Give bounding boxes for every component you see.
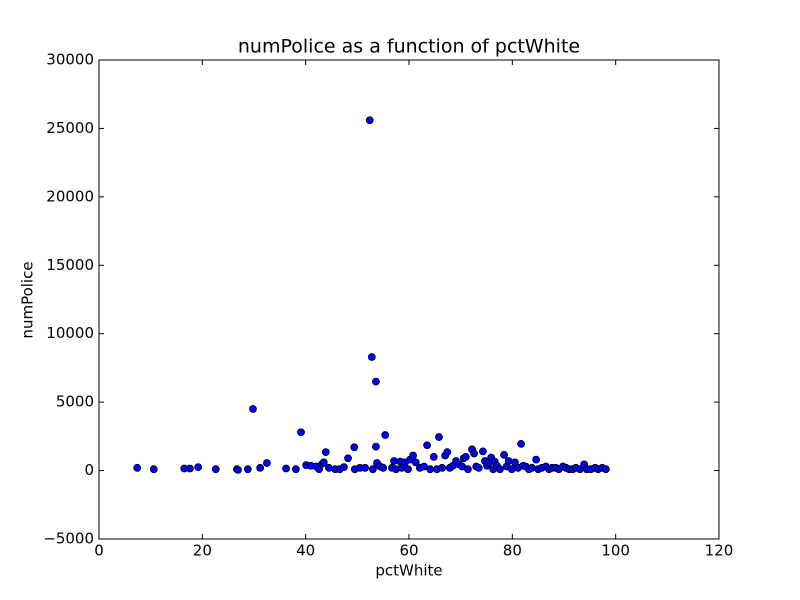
chart-title: numPolice as a function of pctWhite [238, 36, 580, 58]
point [149, 465, 158, 474]
point [319, 458, 328, 467]
point [372, 377, 380, 386]
y-tick-label: 25000 [46, 119, 94, 137]
point [339, 463, 348, 472]
point [496, 465, 504, 474]
point [211, 465, 220, 474]
point [438, 463, 446, 472]
point [263, 459, 271, 467]
point [368, 465, 377, 474]
x-tick-label: 100 [601, 542, 630, 560]
x-tick-label: 20 [193, 542, 212, 560]
point [282, 464, 290, 473]
y-axis-label: numPolice [19, 261, 37, 338]
x-tick-label: 80 [503, 542, 522, 560]
point [478, 447, 487, 456]
point [367, 353, 376, 361]
point [381, 431, 390, 439]
point [297, 428, 305, 437]
point [344, 454, 352, 463]
point [350, 443, 359, 452]
point [243, 465, 252, 474]
point [443, 448, 452, 456]
point [532, 455, 540, 464]
y-tick-label: 10000 [46, 324, 94, 342]
point [461, 452, 470, 461]
point [504, 457, 513, 465]
point [404, 465, 412, 474]
x-tick-label: 120 [705, 542, 734, 560]
x-tick-label: 0 [94, 542, 104, 560]
point [474, 463, 483, 472]
point [500, 450, 508, 459]
point [463, 465, 472, 474]
y-tick-label: 20000 [46, 187, 94, 205]
point [365, 116, 374, 125]
point [361, 463, 369, 472]
y-tick-label: 0 [84, 461, 94, 479]
point [517, 439, 526, 448]
y-tick-label: −5000 [43, 530, 94, 548]
point [186, 464, 194, 473]
point [325, 463, 333, 472]
plot-frame [98, 59, 720, 540]
point [470, 449, 479, 458]
y-tick-label: 30000 [46, 51, 94, 69]
point [291, 465, 300, 474]
point [249, 405, 257, 413]
point [528, 463, 536, 472]
point [256, 463, 265, 472]
y-tick-label: 5000 [56, 393, 94, 411]
point [423, 441, 431, 450]
point [435, 433, 443, 441]
point [601, 465, 610, 474]
point [133, 463, 142, 472]
point [194, 463, 203, 472]
x-axis-label: pctWhite [375, 562, 442, 580]
point [372, 442, 380, 451]
point [234, 465, 242, 474]
y-tick-label: 15000 [46, 256, 94, 274]
point [429, 452, 438, 461]
point [379, 463, 388, 472]
point [507, 465, 516, 474]
point [409, 451, 418, 460]
x-tick-label: 60 [399, 542, 418, 560]
point [411, 458, 420, 467]
x-tick-label: 40 [296, 542, 315, 560]
point [426, 465, 435, 474]
point [321, 448, 330, 456]
